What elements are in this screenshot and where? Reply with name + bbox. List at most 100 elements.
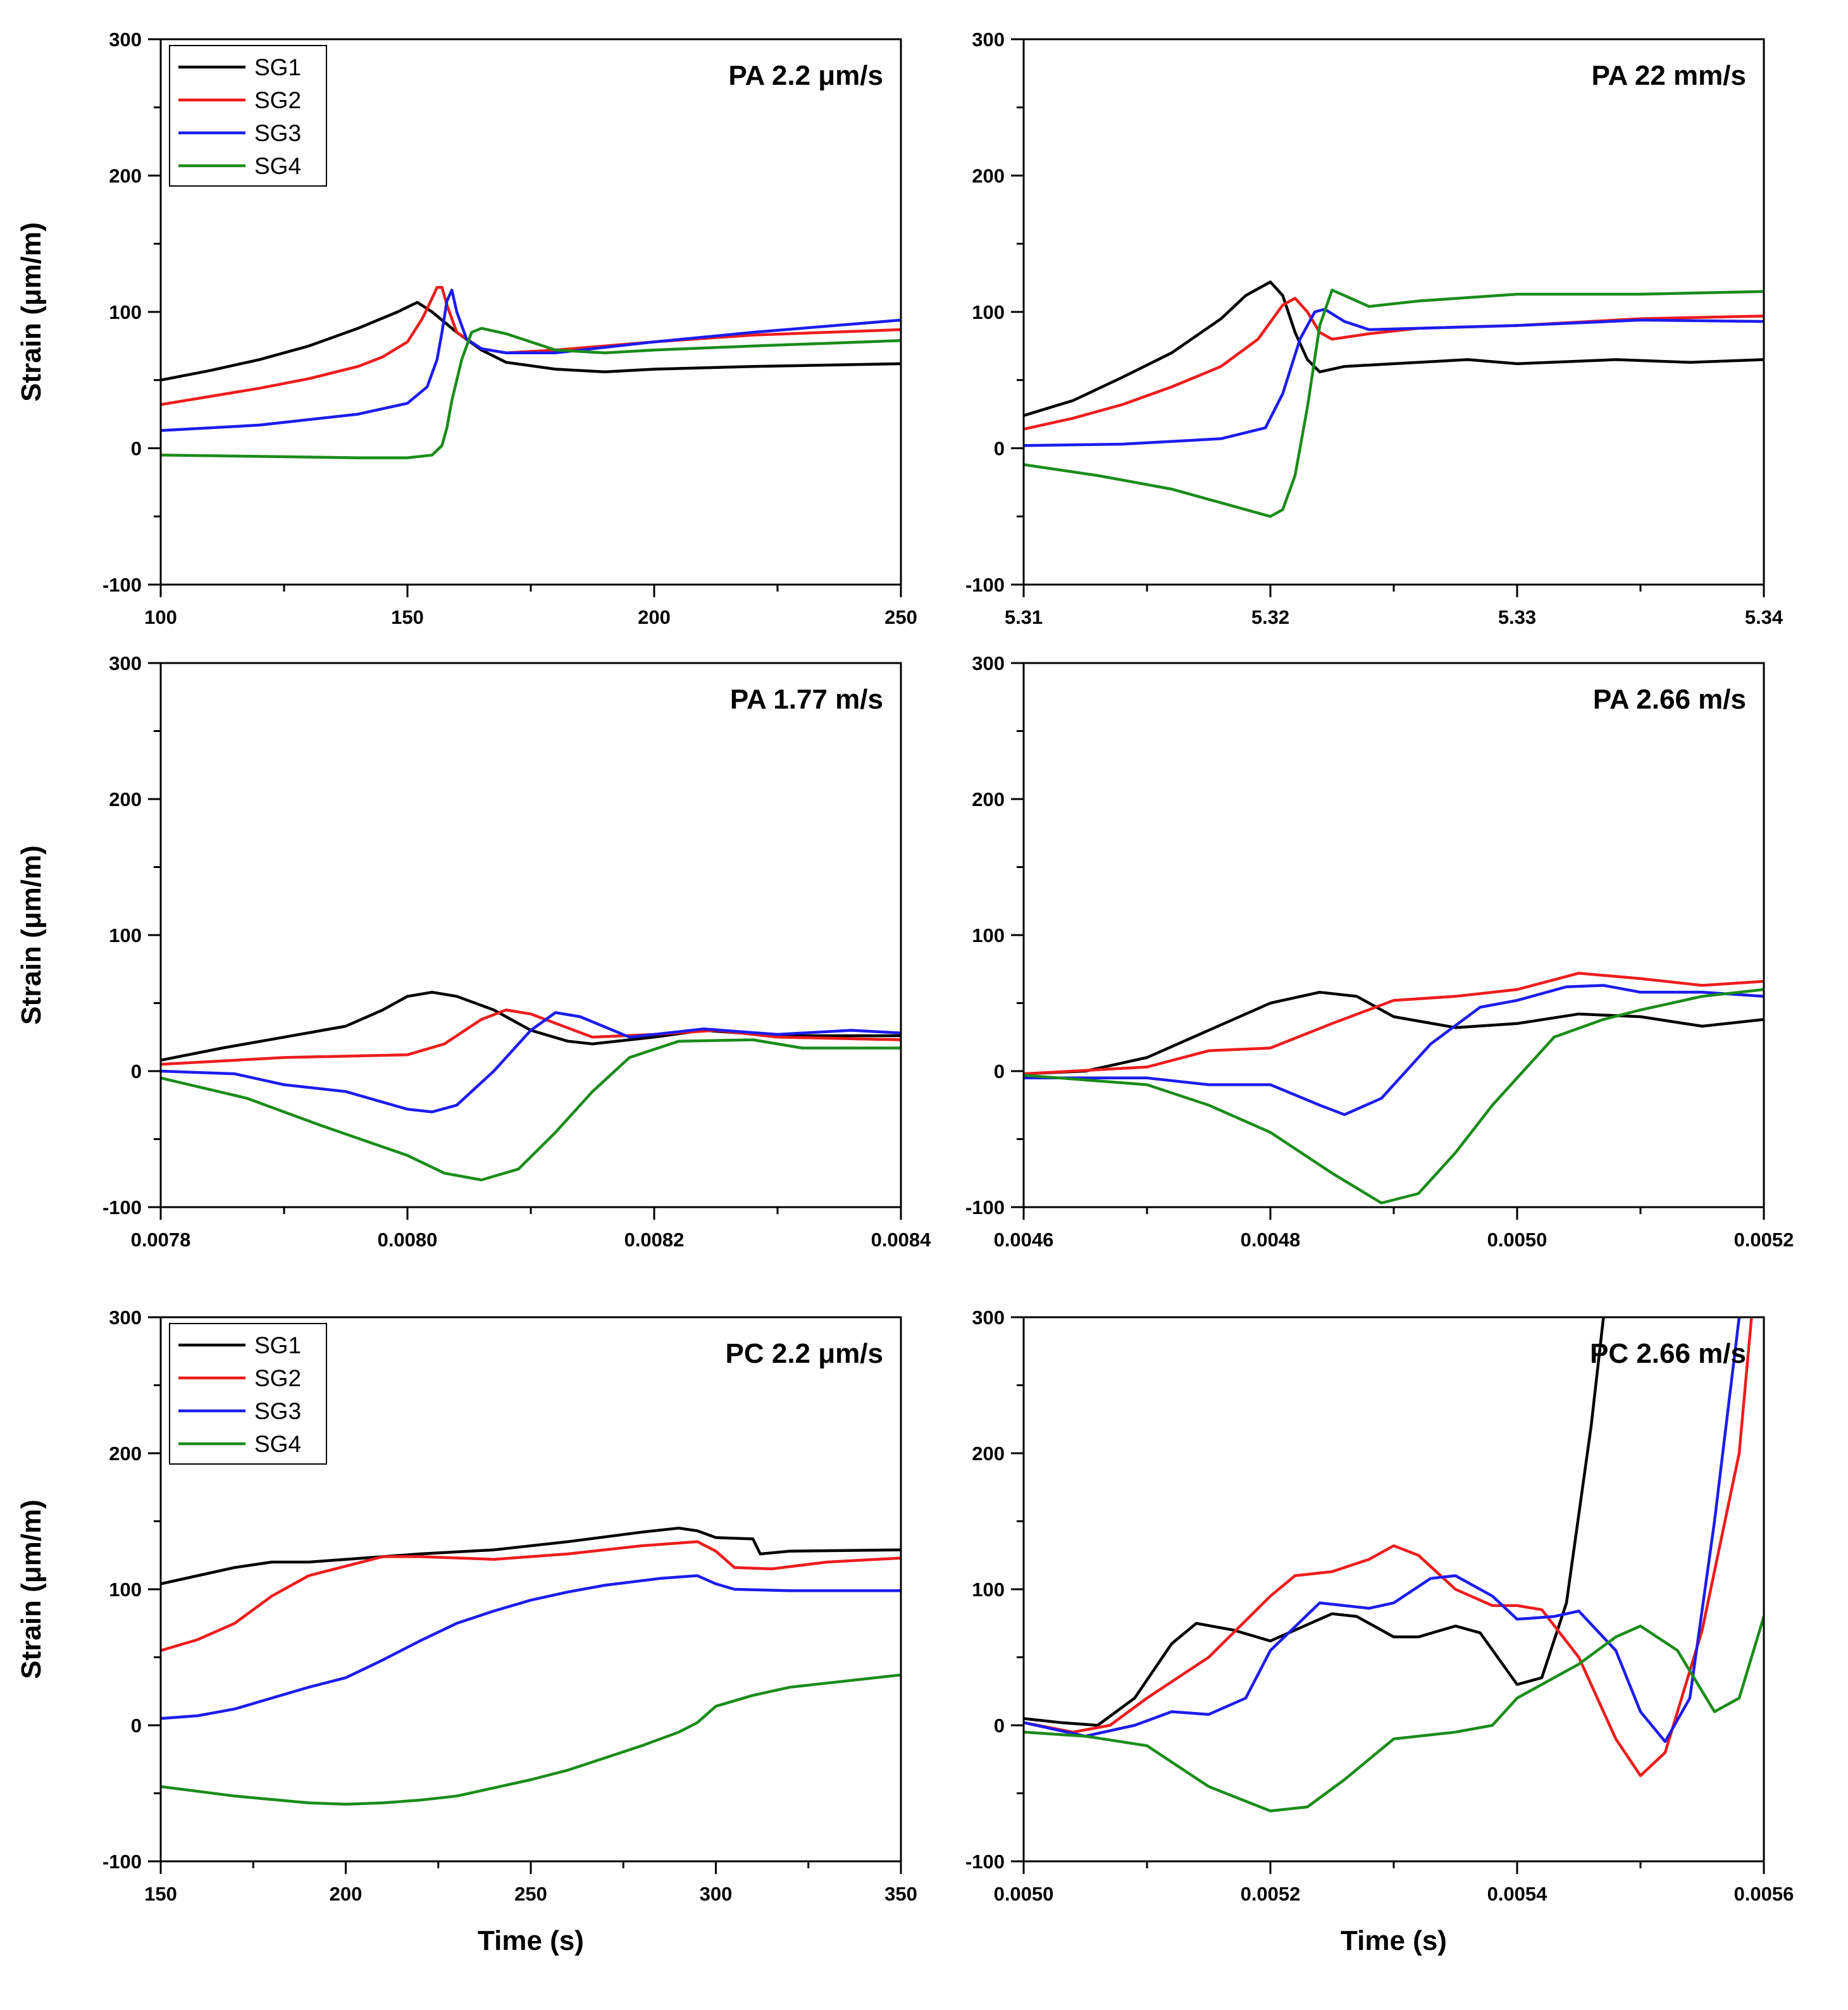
x-tick-label: 250 xyxy=(884,606,917,628)
series-line-sg3 xyxy=(1024,984,1764,1117)
y-tick-label: 0 xyxy=(994,1715,1005,1737)
series-line-sg3 xyxy=(1024,307,1764,447)
x-tick-label: 100 xyxy=(144,606,177,628)
panel-pc-2-2-um-s: 150 200 250 300 350 -100 0 100 200 300 PC 2.2 μm/s… xyxy=(16,1306,917,1956)
series-group xyxy=(1024,280,1764,518)
x-tick-label: 200 xyxy=(638,606,671,628)
series-line-sg3 xyxy=(1024,1317,1741,1744)
series-line-sg2 xyxy=(1024,1317,1753,1777)
series-line-sg4 xyxy=(161,326,901,459)
x-tick-label: 0.0084 xyxy=(871,1229,932,1251)
legend-label-sg4: SG4 xyxy=(254,1431,301,1457)
legend-label-sg2: SG2 xyxy=(254,1365,301,1391)
x-tick-label: 0.0052 xyxy=(1241,1883,1301,1905)
y-tick-label: 200 xyxy=(972,788,1005,810)
x-tick-label: 0.0054 xyxy=(1487,1883,1548,1905)
panel-pa-2-66-m-s: 0.0046 0.0048 0.0050 0.0052 -100 0 100 200 300 PA… xyxy=(965,652,1794,1251)
x-tick-label: 5.31 xyxy=(1005,606,1043,628)
y-tick-label: -100 xyxy=(965,1851,1005,1873)
x-tick-label: 150 xyxy=(144,1883,177,1905)
series-line-sg3 xyxy=(161,1011,901,1114)
series-line-sg4 xyxy=(161,1673,901,1806)
legend-box xyxy=(169,1323,327,1465)
x-tick-label: 5.33 xyxy=(1498,606,1536,628)
series-line-sg1 xyxy=(161,1527,901,1585)
y-tick-label: 300 xyxy=(972,28,1005,51)
series-line-sg2 xyxy=(161,1540,901,1653)
series-line-sg4 xyxy=(1024,288,1764,518)
y-tick-label: 0 xyxy=(994,1060,1005,1083)
y-tick-label: 200 xyxy=(972,165,1005,187)
series-group xyxy=(1024,1317,1764,1813)
series-line-sg4 xyxy=(1024,1615,1764,1813)
x-tick-label: 0.0082 xyxy=(624,1229,685,1251)
y-tick-label: 300 xyxy=(109,28,142,51)
panel-title: PA 1.77 m/s xyxy=(730,684,883,715)
panel-pa-22-mm-s: 5.31 5.32 5.33 5.34 -100 0 100 200 300 PA 22 mm/s xyxy=(965,28,1783,628)
y-tick-label: 100 xyxy=(972,924,1005,946)
y-tick-label: 100 xyxy=(109,924,142,946)
panel-title: PA 22 mm/s xyxy=(1591,60,1746,91)
panel-title: PA 2.2 μm/s xyxy=(728,60,883,91)
y-tick-label: -100 xyxy=(102,574,142,596)
panel-pa-2-2-um-s: 100 150 200 250 -100 0 100 200 300 PA 2.2 μm/s Str… xyxy=(16,28,917,628)
y-tick-label: -100 xyxy=(102,1196,142,1219)
legend: SG1 SG2 SG3 SG4 xyxy=(169,45,327,187)
x-tick-label: 0.0078 xyxy=(131,1229,191,1251)
x-tick-label: 5.34 xyxy=(1745,606,1783,628)
y-axis-label: Strain (μm/m) xyxy=(16,845,47,1025)
series-group xyxy=(161,285,901,459)
series-line-sg1 xyxy=(1024,1317,1605,1727)
series-group xyxy=(161,991,901,1182)
y-tick-label: 100 xyxy=(972,301,1005,323)
legend: SG1 SG2 SG3 SG4 xyxy=(169,1323,327,1465)
panel-title: PC 2.2 μm/s xyxy=(726,1338,883,1369)
series-line-sg3 xyxy=(161,288,901,432)
y-tick-label: 100 xyxy=(109,301,142,323)
series-line-sg4 xyxy=(1024,988,1764,1205)
y-tick-label: 0 xyxy=(131,1715,142,1737)
series-line-sg2 xyxy=(1024,971,1764,1076)
y-tick-label: 100 xyxy=(109,1579,142,1601)
y-tick-label: 0 xyxy=(131,438,142,460)
x-tick-label: 0.0048 xyxy=(1241,1229,1301,1251)
series-line-sg4 xyxy=(161,1038,901,1182)
legend-label-sg3: SG3 xyxy=(254,1398,301,1424)
y-tick-label: 200 xyxy=(972,1442,1005,1465)
x-tick-label: 0.0050 xyxy=(994,1883,1054,1905)
x-tick-label: 0.0080 xyxy=(378,1229,438,1251)
panel-title: PA 2.66 m/s xyxy=(1593,684,1746,715)
x-tick-label: 0.0046 xyxy=(994,1229,1054,1251)
legend-label-sg3: SG3 xyxy=(254,120,301,146)
panel-pc-2-66-m-s: 0.0050 0.0052 0.0054 0.0056 -100 0 100 200 300 PC… xyxy=(965,1306,1794,1956)
series-group xyxy=(1024,971,1764,1205)
y-tick-label: 300 xyxy=(972,1306,1005,1329)
x-tick-label: 250 xyxy=(514,1883,547,1905)
legend-label-sg1: SG1 xyxy=(254,1332,301,1358)
panel-pa-1-77-m-s: 0.0078 0.0080 0.0082 0.0084 -100 0 100 200 300 PA… xyxy=(16,652,931,1251)
x-axis-label: Time (s) xyxy=(1341,1925,1447,1956)
y-tick-label: 200 xyxy=(109,1442,142,1465)
y-tick-label: -100 xyxy=(965,1196,1005,1219)
y-tick-label: 0 xyxy=(994,438,1005,460)
y-tick-label: 300 xyxy=(109,1306,142,1329)
series-group xyxy=(161,1527,901,1806)
y-tick-label: -100 xyxy=(965,574,1005,596)
x-tick-label: 200 xyxy=(330,1883,363,1905)
legend-label-sg1: SG1 xyxy=(254,54,301,80)
series-line-sg3 xyxy=(161,1574,901,1720)
x-tick-label: 0.0056 xyxy=(1734,1883,1794,1905)
y-tick-label: 300 xyxy=(109,652,142,674)
y-tick-label: 300 xyxy=(972,652,1005,674)
y-tick-label: -100 xyxy=(102,1851,142,1873)
x-tick-label: 5.32 xyxy=(1251,606,1289,628)
x-tick-label: 0.0050 xyxy=(1487,1229,1547,1251)
x-tick-label: 300 xyxy=(700,1883,733,1905)
x-tick-label: 0.0052 xyxy=(1734,1229,1794,1251)
legend-box xyxy=(169,45,327,187)
x-tick-label: 150 xyxy=(391,606,424,628)
x-tick-label: 350 xyxy=(884,1883,917,1905)
legend-label-sg2: SG2 xyxy=(254,87,301,113)
x-axis-label: Time (s) xyxy=(478,1925,584,1956)
